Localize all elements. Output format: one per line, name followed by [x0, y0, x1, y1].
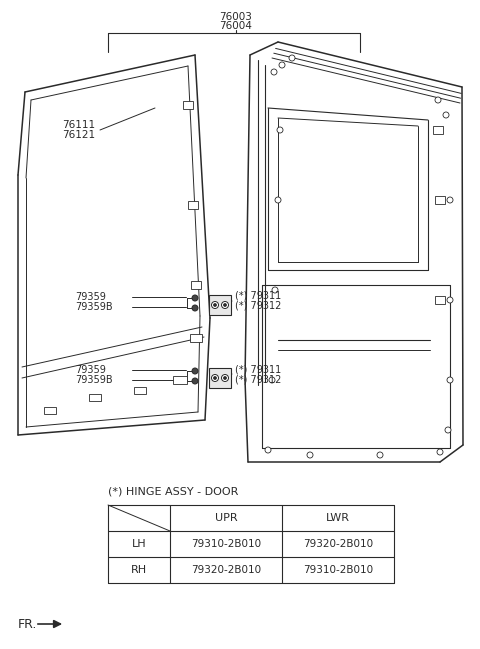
Bar	[433, 126, 443, 134]
Bar	[435, 296, 445, 304]
Circle shape	[435, 97, 441, 103]
Text: LWR: LWR	[326, 513, 350, 523]
Text: 79320-2B010: 79320-2B010	[191, 565, 261, 575]
Bar	[209, 368, 231, 388]
Bar	[89, 393, 101, 400]
Circle shape	[445, 427, 451, 433]
Circle shape	[269, 377, 275, 383]
Circle shape	[447, 297, 453, 303]
Circle shape	[192, 368, 198, 374]
Circle shape	[447, 377, 453, 383]
Text: (*) 79311: (*) 79311	[235, 364, 281, 374]
Circle shape	[377, 452, 383, 458]
Text: 79359B: 79359B	[75, 375, 113, 385]
Circle shape	[214, 304, 216, 306]
Text: (*) 79312: (*) 79312	[235, 374, 281, 384]
Circle shape	[279, 62, 285, 68]
Bar	[134, 387, 146, 393]
Circle shape	[277, 127, 283, 133]
Text: 79310-2B010: 79310-2B010	[191, 539, 261, 549]
Text: 79359: 79359	[75, 365, 106, 375]
Circle shape	[221, 302, 228, 308]
Text: 76121: 76121	[62, 130, 95, 140]
Circle shape	[212, 374, 218, 382]
Circle shape	[275, 197, 281, 203]
Text: (*) 79312: (*) 79312	[235, 301, 281, 311]
Text: 76004: 76004	[219, 21, 252, 31]
Circle shape	[307, 452, 313, 458]
Bar	[188, 201, 198, 209]
Circle shape	[192, 295, 198, 301]
Circle shape	[443, 112, 449, 118]
Circle shape	[212, 302, 218, 308]
Bar	[173, 376, 187, 384]
Text: RH: RH	[131, 565, 147, 575]
Text: LH: LH	[132, 539, 146, 549]
Text: (*) 79311: (*) 79311	[235, 291, 281, 301]
Text: 79310-2B010: 79310-2B010	[303, 565, 373, 575]
Bar	[183, 101, 193, 109]
Bar	[435, 196, 445, 204]
Text: 79359: 79359	[75, 292, 106, 302]
Circle shape	[447, 197, 453, 203]
Text: 76003: 76003	[219, 12, 252, 22]
Circle shape	[265, 447, 271, 453]
Circle shape	[272, 287, 278, 293]
Text: 76111: 76111	[62, 120, 95, 130]
Text: (*) HINGE ASSY - DOOR: (*) HINGE ASSY - DOOR	[108, 487, 239, 497]
Circle shape	[192, 378, 198, 384]
Circle shape	[271, 69, 277, 75]
Text: UPR: UPR	[215, 513, 237, 523]
Text: 79359B: 79359B	[75, 302, 113, 312]
Bar	[44, 406, 56, 413]
Circle shape	[224, 304, 227, 306]
Circle shape	[289, 55, 295, 61]
Circle shape	[192, 305, 198, 311]
Circle shape	[437, 449, 443, 455]
Text: 79320-2B010: 79320-2B010	[303, 539, 373, 549]
Bar	[190, 334, 202, 342]
Bar	[191, 281, 201, 289]
Text: FR.: FR.	[18, 617, 37, 630]
Circle shape	[221, 374, 228, 382]
Circle shape	[214, 376, 216, 380]
Bar	[209, 295, 231, 315]
Circle shape	[224, 376, 227, 380]
